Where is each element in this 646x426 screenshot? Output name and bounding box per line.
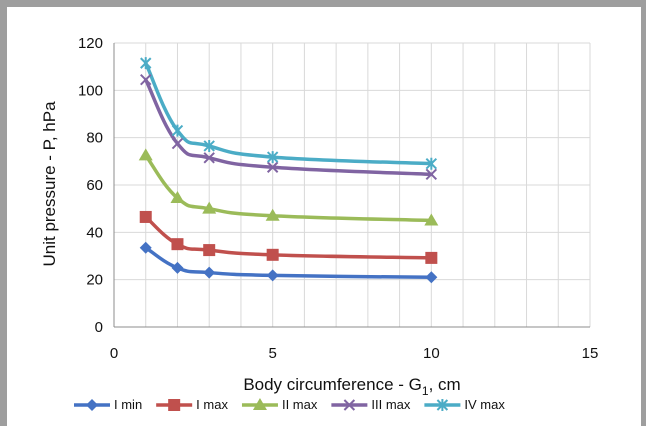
data-point-iii-max-stroke xyxy=(266,161,279,173)
y-tick-label: 20 xyxy=(86,272,103,289)
x-tick-label: 15 xyxy=(582,345,599,362)
legend-label-iii-max: III max xyxy=(371,397,411,412)
data-point-iii-max-stroke xyxy=(425,168,438,181)
axes xyxy=(113,43,590,328)
legend-item-i-min: I min xyxy=(74,397,142,412)
data-point-iv-max-stroke xyxy=(140,57,152,70)
y-tick-label: 40 xyxy=(86,224,103,241)
legend-label-i-max: I max xyxy=(196,397,228,412)
grid-lines xyxy=(114,42,591,327)
series-line-iii-max xyxy=(143,77,434,177)
data-point-ii-max xyxy=(202,201,217,214)
data-point-iv-max-stroke xyxy=(203,139,215,152)
legend-label-i-min: I min xyxy=(114,397,142,412)
series-markers xyxy=(138,57,439,284)
legend-label-ii-max: II max xyxy=(282,397,318,412)
data-point-iv-max-stroke xyxy=(425,157,438,170)
data-point-iv-max xyxy=(425,157,438,170)
data-point-iii-max-stroke xyxy=(203,152,215,164)
series-lines xyxy=(143,61,434,280)
x-axis-title-suffix: , cm xyxy=(429,375,461,394)
data-point-iii-max xyxy=(171,137,184,150)
data-point-i-min xyxy=(266,269,279,282)
x-axis-title: Body circumference - G1, cm xyxy=(243,375,460,398)
y-axis-title: Unit pressure - P, hPa xyxy=(40,101,59,267)
data-point-iii-max-stroke xyxy=(140,73,152,86)
legend-marker-iv-max xyxy=(436,399,449,411)
data-point-i-min xyxy=(171,261,184,274)
x-tick-label: 10 xyxy=(423,345,440,362)
data-point-i-max xyxy=(171,238,184,251)
x-tick-label: 0 xyxy=(110,345,118,362)
data-point-ii-max xyxy=(265,208,280,221)
series-line-iv-max xyxy=(143,61,434,166)
data-point-iv-max-stroke xyxy=(266,151,279,164)
data-point-i-min xyxy=(425,271,438,284)
legend-marker-i-max xyxy=(168,399,181,411)
data-point-i-max xyxy=(425,251,438,264)
y-tick-label: 60 xyxy=(86,177,103,194)
legend-item-ii-max: II max xyxy=(241,397,318,412)
legend: I min I max II max III max IV max xyxy=(74,397,505,412)
x-tick-label: 5 xyxy=(268,345,276,362)
legend-marker-iii-max-stroke xyxy=(343,399,356,411)
data-point-iii-max xyxy=(203,152,215,164)
series-line-i-max xyxy=(143,215,434,260)
x-tick-labels: 0 5 10 15 xyxy=(110,345,599,362)
data-point-ii-max xyxy=(170,191,185,204)
data-point-iv-max-stroke xyxy=(171,124,184,137)
legend-marker-iv-max-stroke xyxy=(436,399,449,411)
data-point-i-max xyxy=(266,248,279,261)
data-point-i-max xyxy=(139,210,152,223)
data-point-ii-max xyxy=(424,213,439,226)
data-point-iv-max xyxy=(203,139,215,152)
legend-marker-ii-max xyxy=(252,398,267,410)
legend-marker-i-min xyxy=(86,399,98,411)
x-axis-title-subscript: 1 xyxy=(422,384,429,398)
y-tick-label: 120 xyxy=(78,35,103,52)
legend-label-iv-max: IV max xyxy=(464,397,505,412)
legend-item-i-max: I max xyxy=(156,397,228,412)
data-point-ii-max xyxy=(138,148,153,161)
data-point-iv-max xyxy=(171,124,184,137)
legend-marker-iii-max xyxy=(343,399,356,411)
data-point-i-max xyxy=(203,244,216,257)
series-line-i-min xyxy=(143,245,434,280)
legend-item-iii-max: III max xyxy=(331,397,411,412)
data-point-iii-max xyxy=(425,168,438,181)
data-point-iv-max xyxy=(140,57,152,70)
data-point-i-min xyxy=(139,241,152,254)
y-tick-label: 0 xyxy=(95,319,103,336)
data-point-iii-max-stroke xyxy=(171,137,184,150)
x-axis-title-main: Body circumference - G xyxy=(243,375,422,394)
data-point-i-min xyxy=(203,266,216,279)
y-tick-label: 80 xyxy=(86,130,103,147)
legend-item-iv-max: IV max xyxy=(424,397,505,412)
y-tick-labels: 0 20 40 60 80 100 120 xyxy=(78,35,103,336)
data-point-iv-max xyxy=(266,151,279,164)
y-tick-label: 100 xyxy=(78,82,103,99)
data-point-iii-max xyxy=(140,73,152,86)
series-line-ii-max xyxy=(143,153,434,223)
data-point-iii-max xyxy=(266,161,279,173)
